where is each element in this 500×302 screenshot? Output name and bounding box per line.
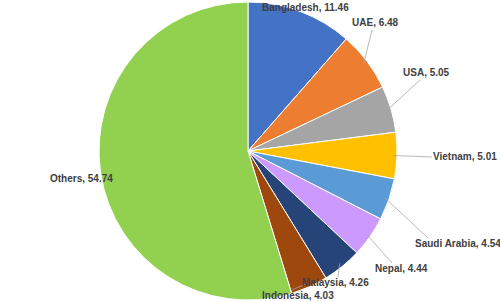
slices [99,2,397,300]
label-value: , 5.05 [424,67,449,78]
chart-container: Bangladesh, 11.46UAE, 6.48 USA, 5.05 Vietn… [0,0,500,302]
label-value: , 4.03 [309,290,334,301]
data-label: Others, 54.74 [50,173,113,184]
label-value: , 6.48 [373,17,398,28]
label-value: , 54.74 [82,173,113,184]
data-label: Saudi Arabia, 4.54 [415,238,500,249]
label-value: , 4.44 [402,263,427,274]
leader-line [385,198,428,238]
label-category: Vietnam [433,151,472,162]
label-category: Malaysia [302,277,344,288]
label-category: Indonesia [262,290,309,301]
label-category: UAE [352,17,373,28]
label-category: Others [50,173,83,184]
leader-line [387,80,420,110]
leader-line [364,30,372,64]
label-category: USA [403,67,424,78]
data-label: Nepal, 4.44 [375,263,428,274]
pie-chart: Bangladesh, 11.46UAE, 6.48 USA, 5.05 Vietn… [0,0,500,302]
data-label: Malaysia, 4.26 [302,277,369,288]
data-label: UAE, 6.48 [352,17,399,28]
label-category: Bangladesh [262,2,319,13]
label-category: Saudi Arabia [415,238,476,249]
label-value: , 5.01 [472,151,497,162]
leader-line [393,155,432,157]
label-category: Nepal [375,263,402,274]
data-label: USA, 5.05 [403,67,450,78]
leader-line [367,234,392,263]
label-value: , 4.54 [476,238,500,249]
data-label: Vietnam, 5.01 [433,151,497,162]
data-label: Indonesia, 4.03 [262,290,334,301]
leader-lines [292,30,432,290]
leader-line [338,263,340,277]
data-label: Bangladesh, 11.46 [262,2,349,13]
data-labels: Bangladesh, 11.46UAE, 6.48 USA, 5.05 Vietn… [50,2,500,301]
label-value: , 11.46 [319,2,349,13]
pie-slice [99,2,292,300]
label-value: , 4.26 [344,277,369,288]
